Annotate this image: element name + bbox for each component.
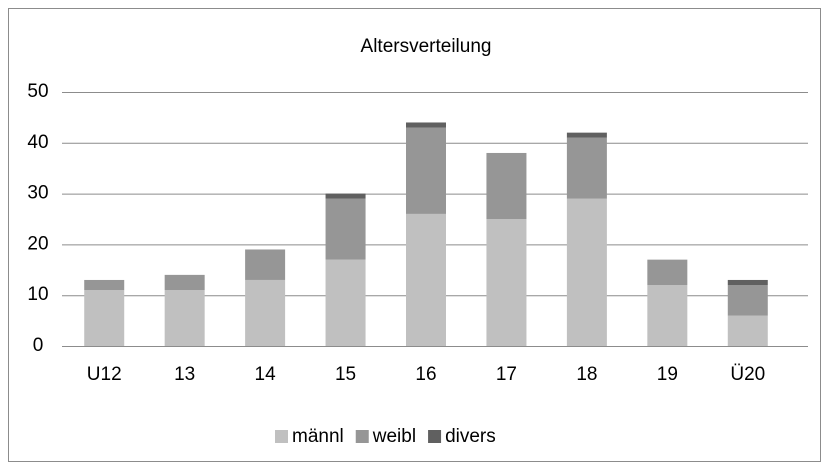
x-tick-label: 17 (496, 364, 517, 385)
bar-segment (325, 193, 366, 199)
bar-segment (406, 122, 446, 128)
bar-segment (406, 213, 446, 346)
y-tick-label: 40 (27, 132, 48, 153)
bar-segment (727, 285, 768, 316)
x-tick-label: 19 (657, 364, 678, 385)
bar-segment (727, 279, 768, 286)
legend-swatch (355, 430, 369, 443)
y-tick-label: 10 (27, 284, 48, 305)
legend-swatch (428, 430, 442, 443)
x-tick-label: 14 (255, 364, 277, 385)
bar-segment (84, 290, 125, 346)
bar-segment (245, 249, 286, 280)
bar-segment (486, 219, 527, 346)
bar-segment (164, 290, 205, 346)
bar-segment (566, 132, 607, 138)
x-tick-label: 16 (415, 364, 436, 385)
y-tick-label: 0 (33, 335, 44, 356)
bar-segment (164, 274, 205, 291)
x-tick-label: 13 (174, 364, 195, 385)
x-tick-label: U12 (87, 364, 122, 385)
bar-segment (325, 198, 366, 260)
bar-segment (727, 315, 768, 346)
y-tick-label: 20 (27, 233, 48, 254)
y-tick-label: 30 (27, 183, 48, 204)
legend-swatch (275, 430, 288, 443)
x-tick-label: Ü20 (730, 364, 765, 385)
bar-segment (566, 198, 607, 346)
legend-label: divers (445, 426, 496, 447)
bar-segment (647, 259, 688, 286)
bar-segment (566, 137, 607, 199)
x-tick-label: 18 (576, 364, 597, 385)
y-tick-label: 50 (27, 81, 48, 102)
bar-segment (325, 259, 366, 346)
legend-label: männl (292, 426, 344, 447)
bar-segment (245, 279, 286, 346)
bar-segment (406, 127, 446, 214)
bar-segment (486, 152, 527, 219)
bar-segment (647, 285, 688, 346)
legend-label: weibl (372, 426, 416, 447)
x-tick-label: 15 (335, 364, 356, 385)
bar-segment (84, 279, 125, 291)
chart-title: Altersverteilung (361, 36, 492, 57)
